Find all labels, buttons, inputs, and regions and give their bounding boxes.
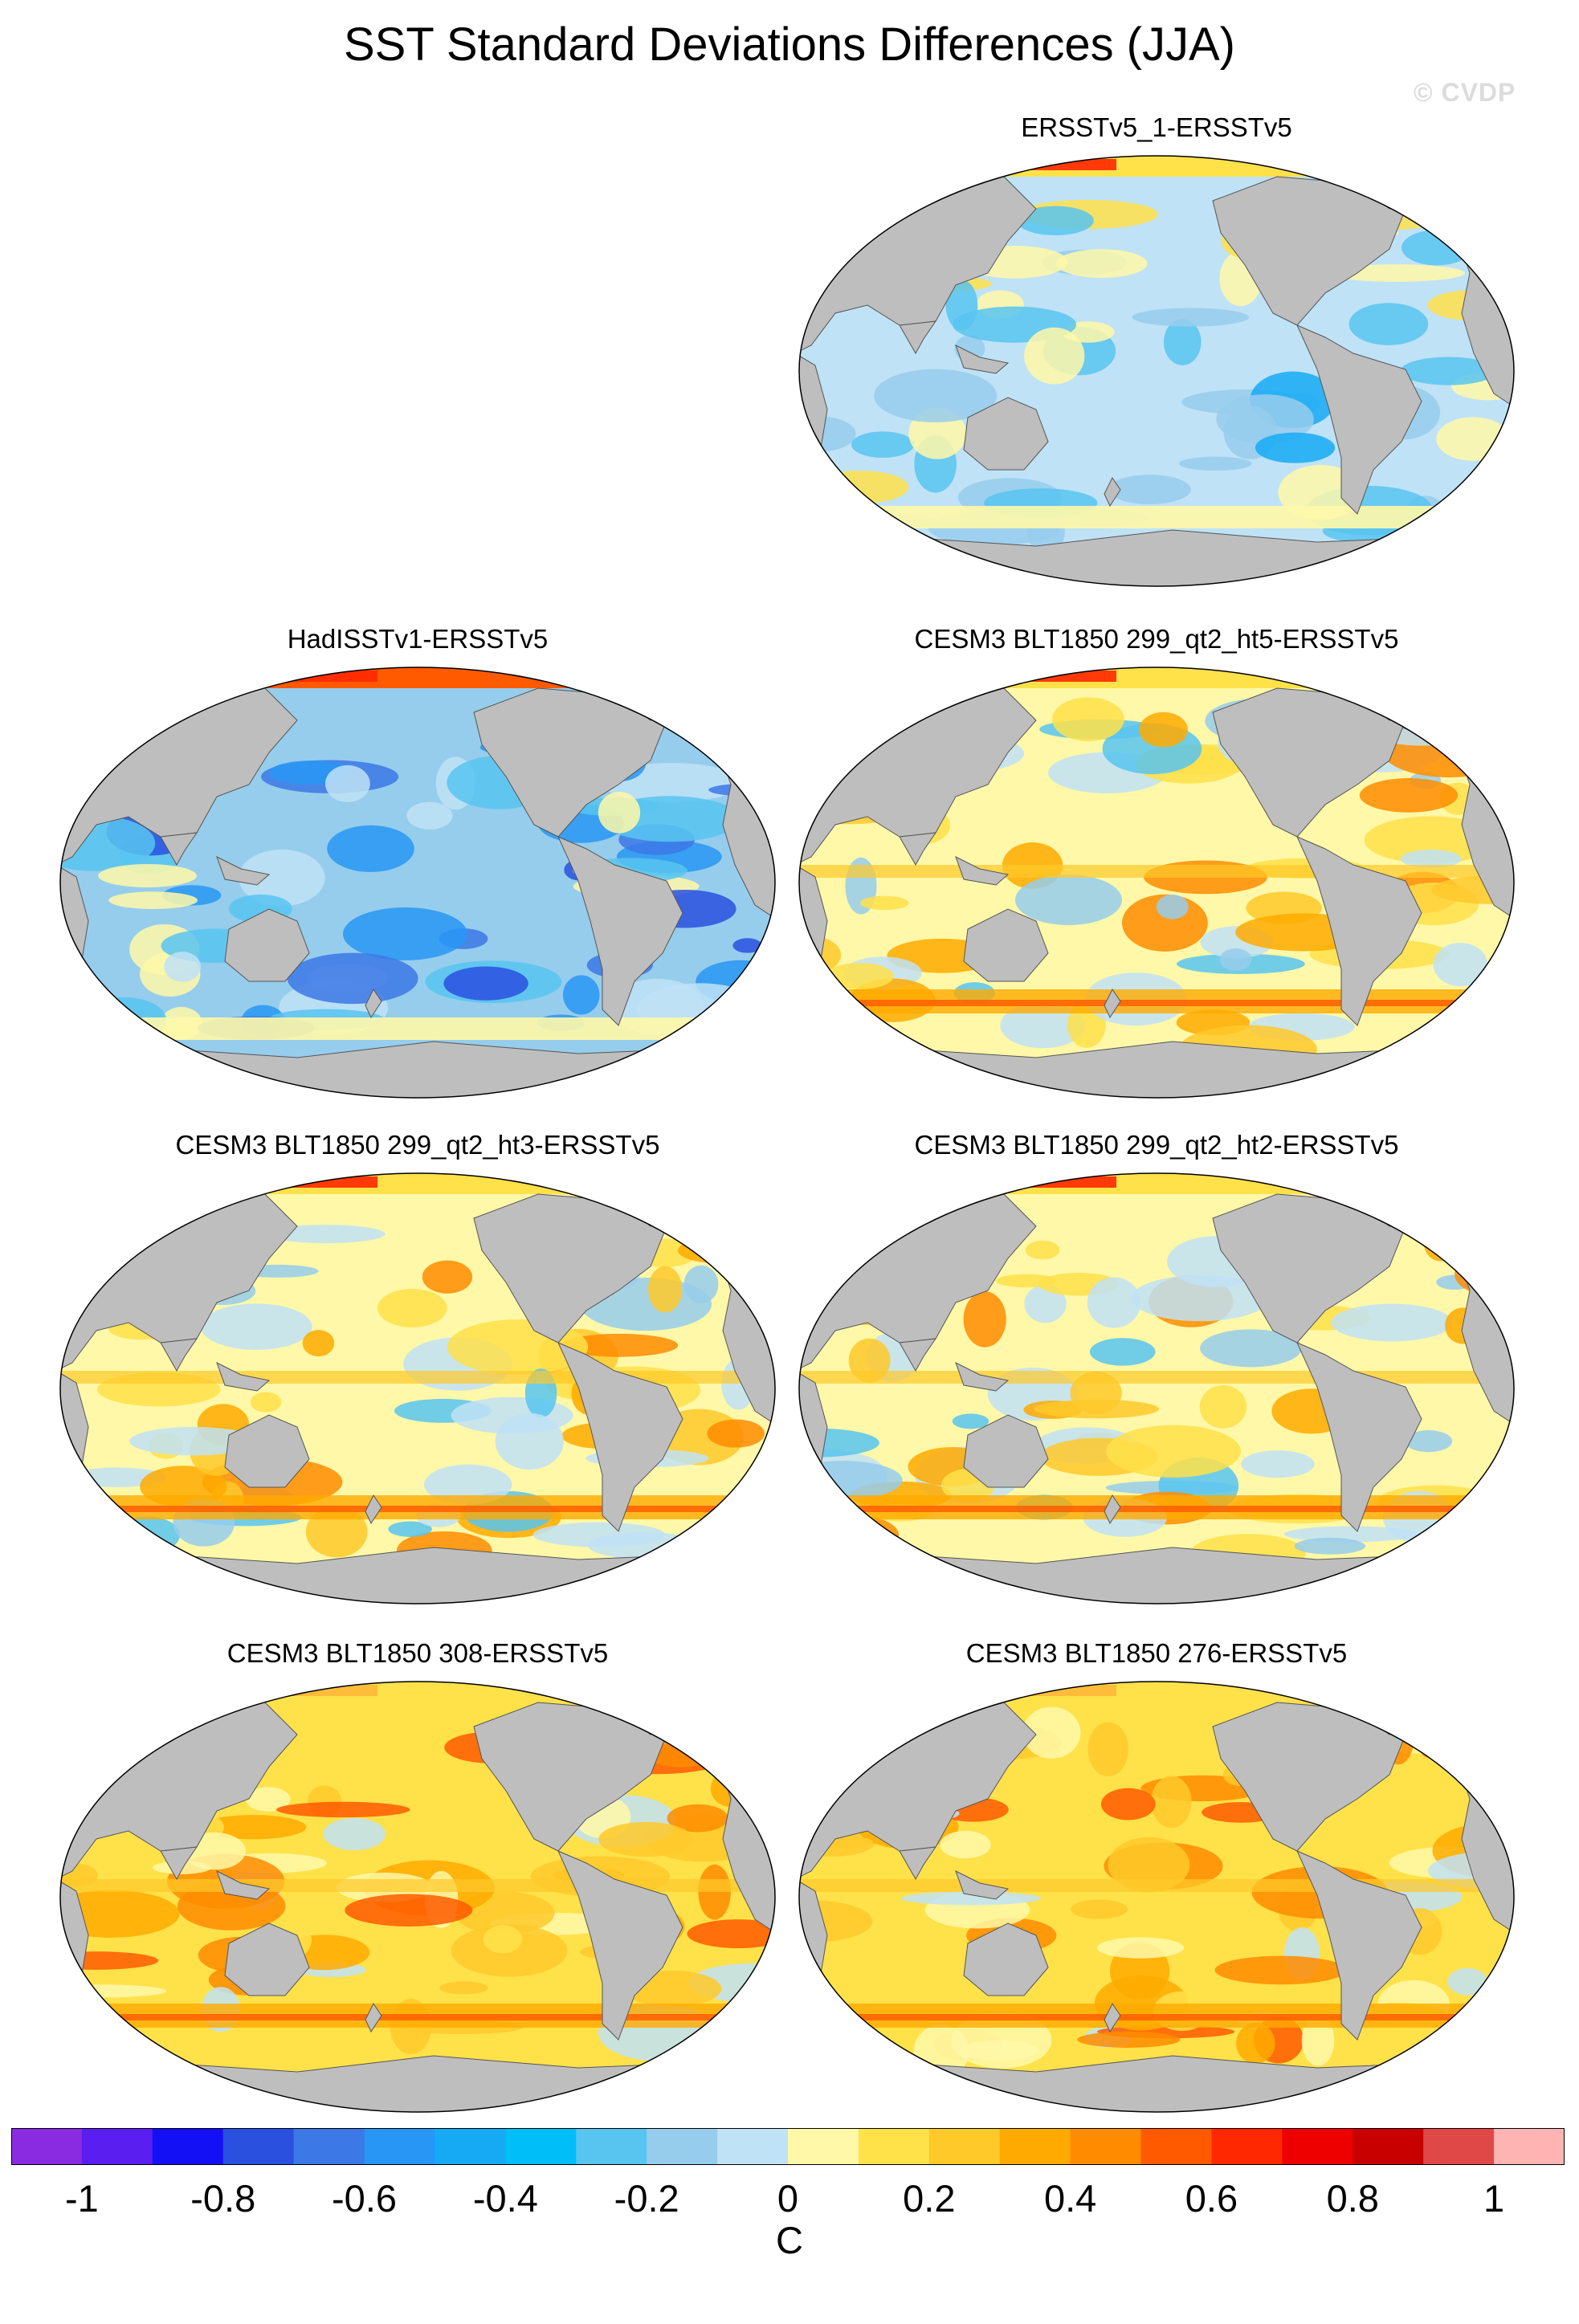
panel-title-3: CESM3 BLT1850 299_qt2_ht5-ERSSTv5 — [914, 624, 1399, 654]
colorbar-swatch — [364, 2128, 435, 2165]
colorbar-tick-label: -0.6 — [332, 2177, 398, 2220]
panel-title-6: CESM3 BLT1850 308-ERSSTv5 — [226, 1638, 609, 1668]
panel-title-5: CESM3 BLT1850 299_qt2_ht2-ERSSTv5 — [914, 1130, 1399, 1160]
colorbar-swatch — [293, 2128, 365, 2165]
panel-title-2: HadISSTv1-ERSSTv5 — [287, 624, 549, 654]
colorbar-tick-label: -0.4 — [472, 2177, 538, 2220]
colorbar-swatch — [1353, 2128, 1424, 2165]
colorbar-swatch — [999, 2128, 1071, 2165]
colorbar-swatch — [1423, 2128, 1495, 2165]
colorbar-swatch — [788, 2128, 859, 2165]
colorbar — [11, 2128, 1565, 2165]
colorbar-swatch — [81, 2128, 153, 2165]
panel-title-4: CESM3 BLT1850 299_qt2_ht3-ERSSTv5 — [175, 1130, 660, 1160]
colorbar-swatch — [1211, 2128, 1283, 2165]
map-panel-1 — [798, 155, 1515, 587]
colorbar-swatch — [505, 2128, 577, 2165]
colorbar-tick-label: 1 — [1483, 2177, 1505, 2220]
colorbar-swatch — [435, 2128, 506, 2165]
colorbar-units: C — [776, 2219, 803, 2261]
map-panel-6 — [59, 1681, 776, 2113]
colorbar-tick-label: 0.6 — [1185, 2177, 1238, 2220]
colorbar-tick-label: 0.4 — [1043, 2177, 1097, 2220]
colorbar-tick-label: -0.8 — [190, 2177, 256, 2220]
colorbar-swatch — [928, 2128, 1001, 2165]
colorbar-tick-label: 0.2 — [903, 2177, 956, 2220]
map-panel-2 — [59, 667, 776, 1099]
colorbar-swatch — [717, 2128, 789, 2165]
colorbar-swatch — [647, 2128, 718, 2165]
colorbar-swatch — [11, 2128, 83, 2165]
map-panel-5 — [798, 1172, 1515, 1604]
map-panel-4 — [59, 1172, 776, 1604]
panel-title-1: ERSSTv5_1-ERSSTv5 — [1021, 112, 1292, 142]
panel-title-7: CESM3 BLT1850 276-ERSSTv5 — [965, 1638, 1348, 1668]
colorbar-tick-label: -0.2 — [614, 2177, 679, 2220]
colorbar-swatch — [222, 2128, 295, 2165]
colorbar-tick-label: -1 — [65, 2177, 99, 2220]
colorbar-swatch — [1282, 2128, 1353, 2165]
figure-title: SST Standard Deviations Differences (JJA… — [343, 18, 1235, 71]
map-panel-7 — [798, 1681, 1515, 2113]
colorbar-swatch — [1070, 2128, 1142, 2165]
colorbar-tick-label: 0.8 — [1326, 2177, 1379, 2220]
cvdp-watermark: © CVDP — [1414, 78, 1516, 107]
colorbar-swatch — [1494, 2128, 1565, 2165]
colorbar-swatch — [576, 2128, 647, 2165]
colorbar-swatch — [1140, 2128, 1212, 2165]
colorbar-swatch — [152, 2128, 224, 2165]
colorbar-swatch — [858, 2128, 930, 2165]
map-panel-3 — [798, 667, 1515, 1099]
colorbar-tick-label: 0 — [777, 2177, 799, 2220]
